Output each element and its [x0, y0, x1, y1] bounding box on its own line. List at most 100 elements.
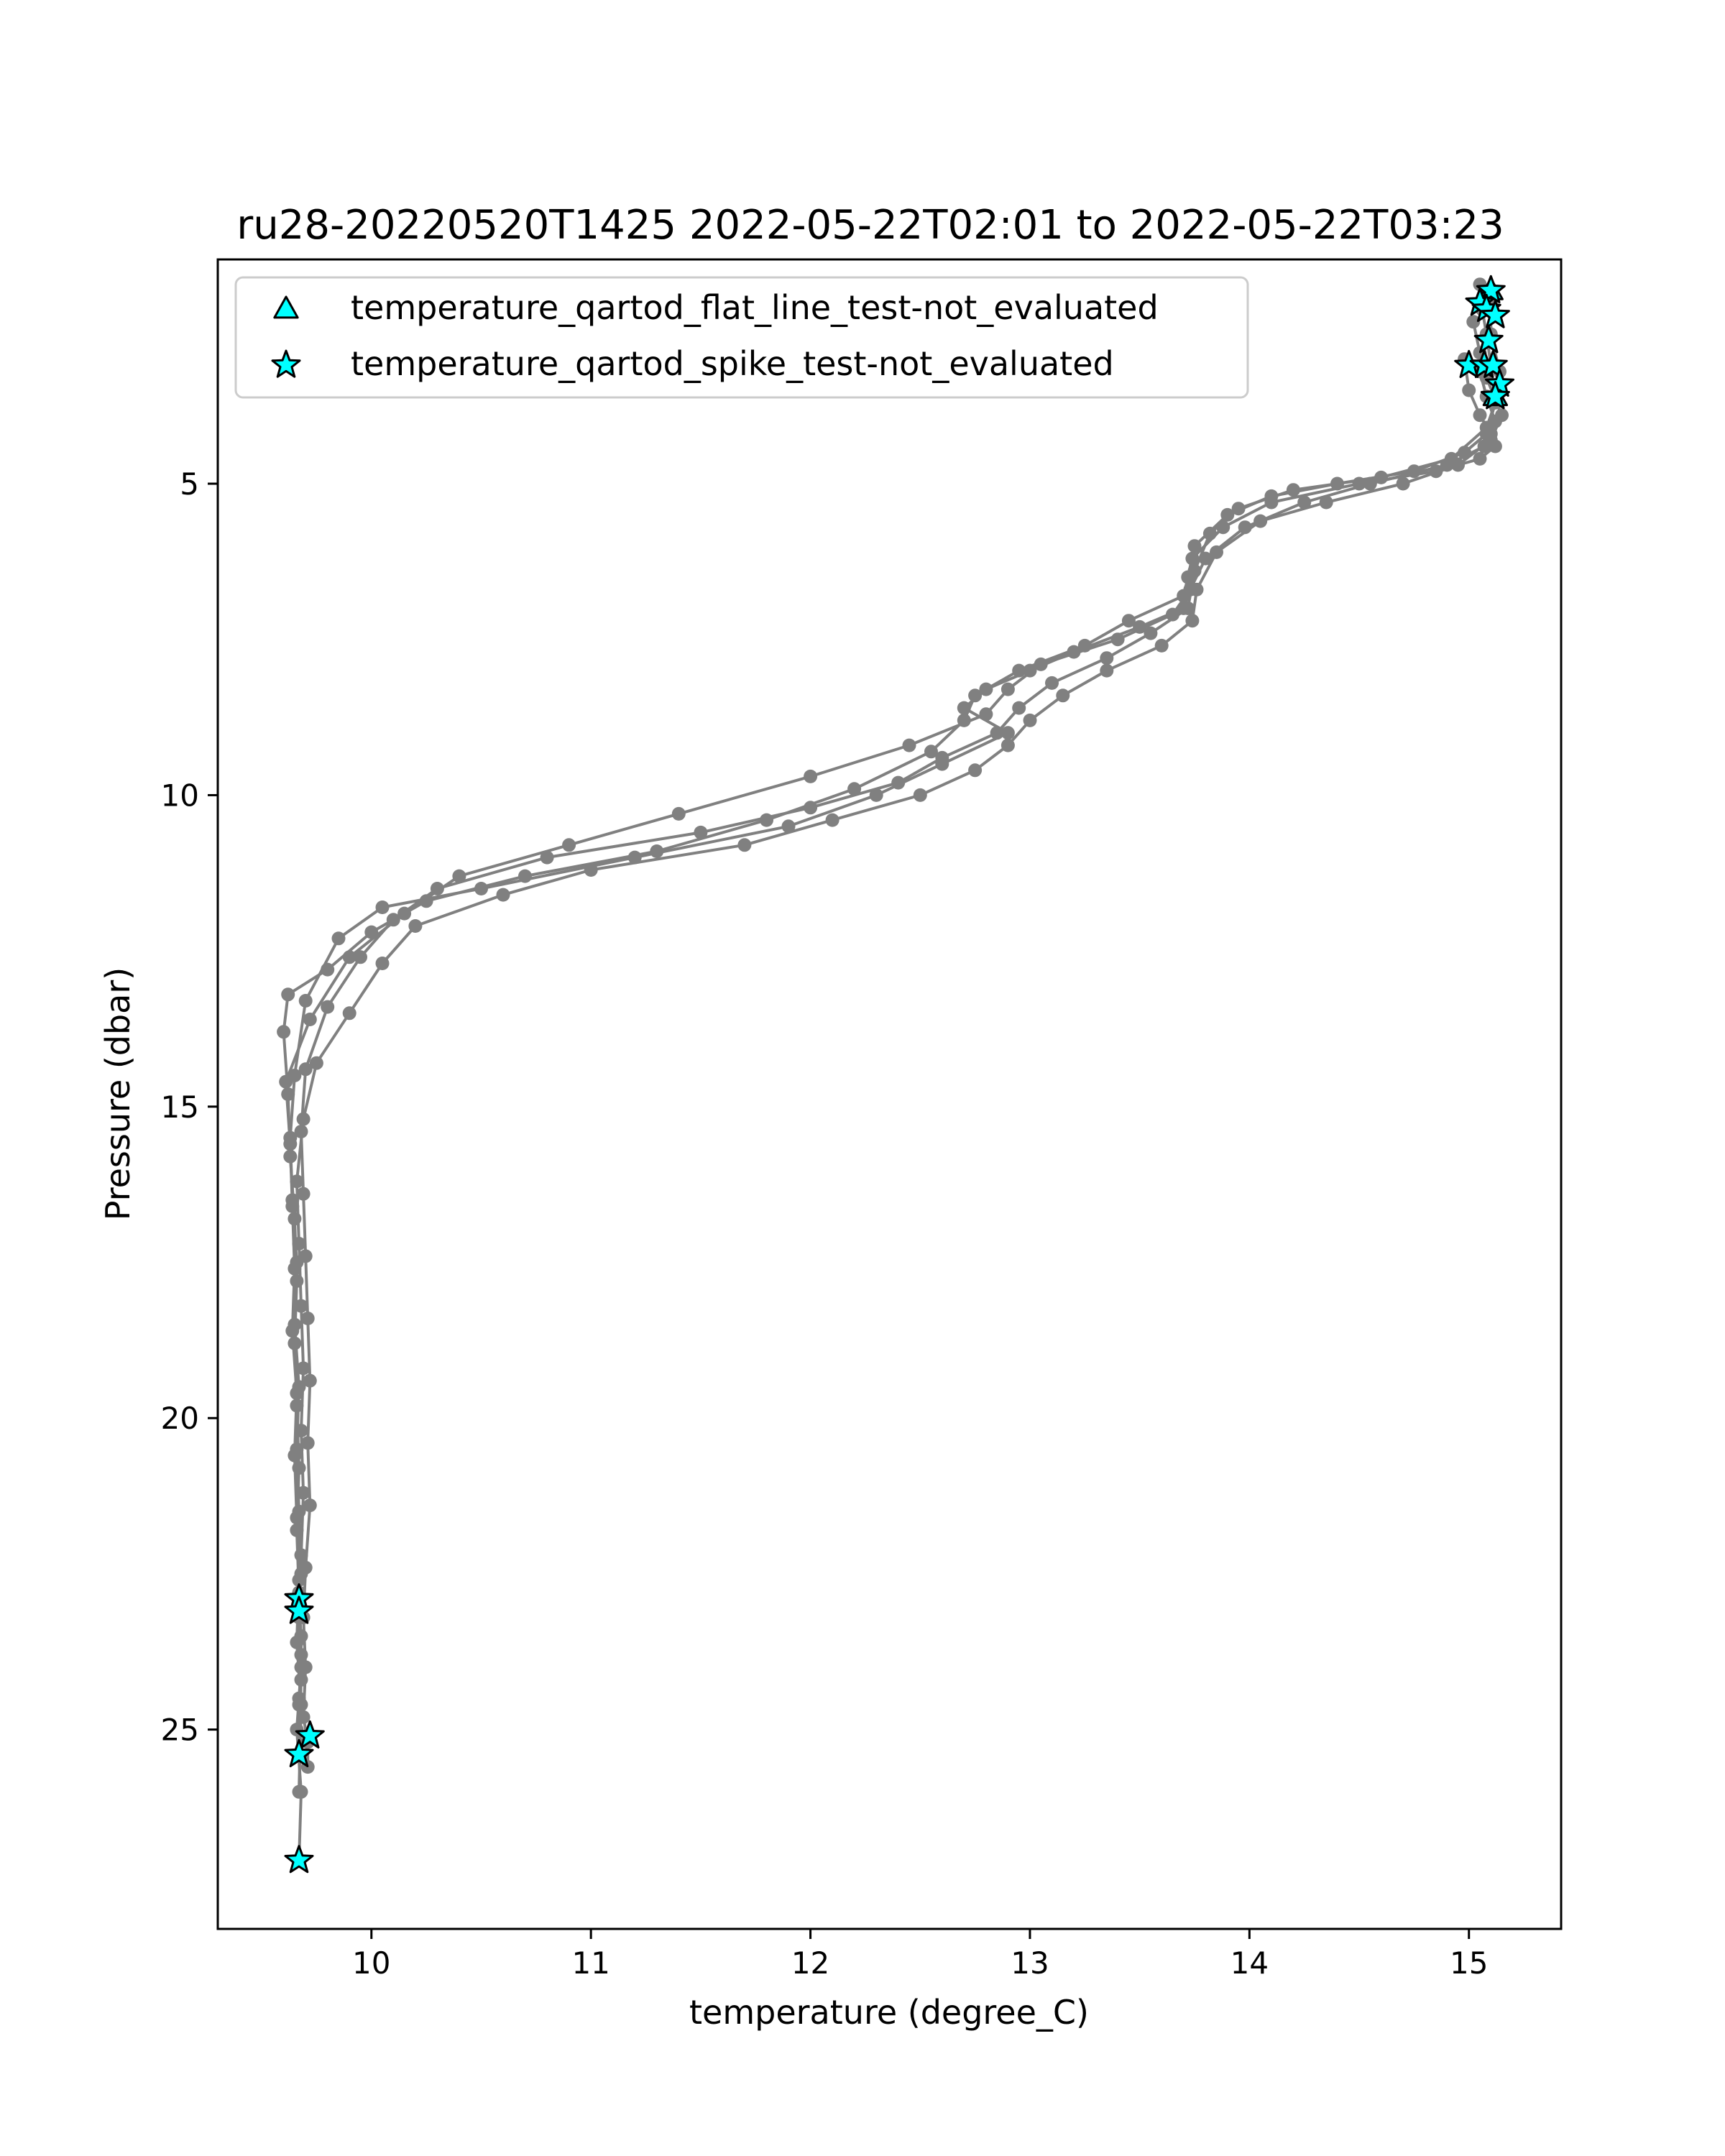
profile-point: [452, 869, 466, 883]
profile-point: [968, 763, 983, 778]
profile-point: [1396, 476, 1410, 491]
profile-point: [1220, 507, 1235, 522]
x-tick-label: 13: [1011, 1945, 1049, 1981]
x-tick-label: 11: [571, 1945, 610, 1981]
profile-point: [309, 1056, 323, 1070]
profile-point: [804, 769, 818, 783]
profile-point: [913, 788, 927, 802]
profile-point: [1012, 701, 1026, 715]
profile-point: [1166, 607, 1179, 622]
profile-point: [1034, 657, 1048, 671]
profile-point: [294, 1299, 308, 1313]
profile-line: [295, 321, 1504, 1755]
profile-point: [1488, 414, 1502, 428]
profile-point: [1183, 582, 1197, 596]
profile-point: [1181, 601, 1195, 615]
profile-point: [292, 1784, 306, 1799]
profile-point: [1000, 738, 1015, 752]
profile-line: [300, 303, 1501, 1767]
profile-point: [1202, 526, 1217, 540]
profile-point: [1264, 495, 1279, 510]
legend-label-flat-line: temperature_qartod_flat_line_test-not_ev…: [351, 288, 1159, 327]
profile-point: [303, 1498, 317, 1513]
profile-point: [1297, 495, 1312, 510]
profile-point: [342, 950, 356, 964]
spike-flag-marker: [1478, 349, 1508, 378]
y-tick-label: 10: [161, 778, 199, 813]
profile-point: [294, 1697, 308, 1712]
legend-box: [234, 276, 1249, 399]
profile-point: [292, 1573, 306, 1588]
profile-point: [303, 1373, 317, 1388]
spike-flag-marker: [284, 1845, 314, 1874]
profile-point: [1100, 663, 1114, 678]
spike-flag-marker: [1473, 325, 1504, 354]
profile-point: [650, 844, 664, 858]
profile-point: [1462, 383, 1476, 397]
profile-point: [1477, 439, 1491, 453]
profile-point: [891, 775, 906, 790]
spike-flag-marker: [1485, 368, 1514, 397]
profile-point: [1238, 520, 1252, 535]
profile-point: [1000, 726, 1015, 740]
profile-point: [1154, 638, 1169, 653]
profile-point: [288, 1261, 302, 1276]
profile-point: [281, 987, 295, 1002]
profile-point: [1144, 626, 1158, 640]
spike-flag-marker: [1476, 275, 1506, 303]
profile-point: [300, 1436, 315, 1450]
profile-point: [584, 863, 598, 877]
profile-point: [1185, 551, 1200, 566]
profile-point: [847, 782, 862, 796]
profile-point: [408, 919, 423, 933]
profile-point: [296, 1485, 310, 1500]
profile-point: [1488, 439, 1502, 453]
spike-flag-marker: [1480, 381, 1510, 410]
profile-point: [1216, 520, 1230, 535]
legend-triangle-shape: [273, 295, 299, 319]
profile-point: [1023, 713, 1037, 727]
profile-point: [1110, 632, 1125, 647]
profile-point: [496, 888, 510, 902]
profile-point: [300, 1312, 315, 1325]
spike-flag-marker: [284, 1738, 314, 1767]
legend-label-spike: temperature_qartod_spike_test-not_evalua…: [351, 344, 1114, 383]
spike-flag-marker: [295, 1720, 325, 1749]
profile-point: [737, 838, 752, 852]
profile-point: [303, 1013, 317, 1026]
x-axis-label: temperature (degree_C): [689, 1993, 1089, 2032]
profile-point: [990, 726, 1004, 740]
x-tick-label: 10: [352, 1945, 390, 1981]
profile-point: [290, 1274, 304, 1288]
profile-point: [279, 1074, 293, 1089]
profile-point: [1363, 476, 1377, 491]
profile-point: [342, 1006, 356, 1021]
star-markers: [284, 275, 1514, 1874]
profile-point: [1187, 539, 1202, 553]
spike-flag-marker: [284, 1595, 314, 1624]
profile-point: [354, 950, 367, 964]
profile-point: [288, 1212, 302, 1226]
y-axis: 5 10 15 20 25: [161, 466, 218, 1748]
y-tick-label: 20: [161, 1401, 199, 1436]
profile-point: [1319, 495, 1333, 510]
x-tick-label: 14: [1230, 1945, 1269, 1981]
profile-point: [781, 819, 796, 834]
profile-point: [825, 813, 840, 827]
profile-point: [694, 825, 708, 839]
profile-point: [397, 906, 412, 921]
profile-point: [562, 838, 576, 852]
profile-point: [671, 806, 686, 821]
profile-point: [321, 1000, 335, 1014]
legend-star-shape: [271, 349, 301, 378]
profile-point: [331, 931, 346, 946]
spike-flag-marker: [1480, 300, 1510, 328]
profile-point: [296, 1112, 310, 1126]
plot-area: [277, 275, 1514, 1874]
profile-point: [968, 688, 983, 703]
legend-marker-triangle: [273, 295, 299, 319]
profile-point: [518, 869, 532, 883]
profile-point: [1466, 315, 1481, 329]
profile-point: [760, 813, 773, 827]
